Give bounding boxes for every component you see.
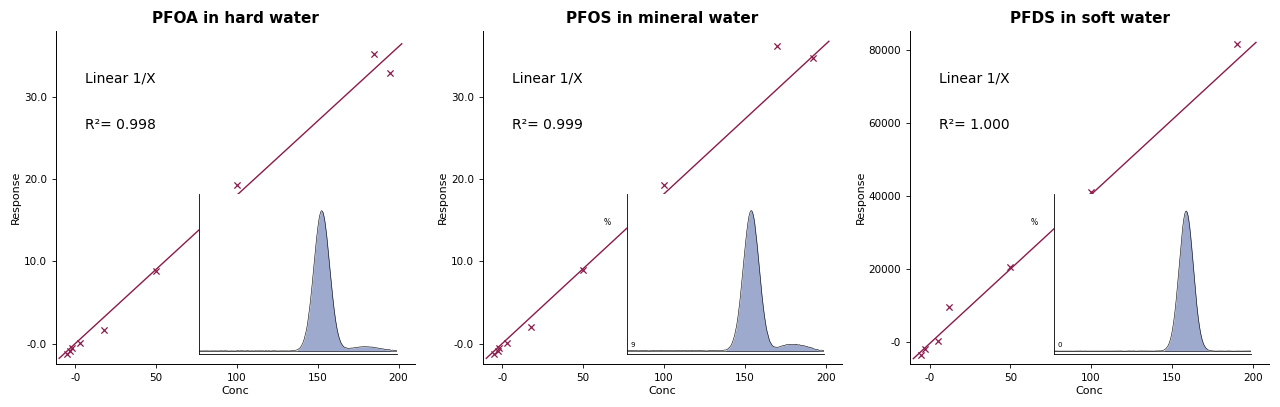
Text: R²= 0.999: R²= 0.999 bbox=[512, 118, 582, 132]
Point bbox=[227, 182, 247, 188]
Point bbox=[1000, 264, 1020, 271]
Point bbox=[927, 338, 947, 345]
Text: Linear 1/X: Linear 1/X bbox=[938, 71, 1010, 85]
Point bbox=[803, 55, 823, 61]
Point bbox=[938, 304, 959, 311]
Text: Linear 1/X: Linear 1/X bbox=[84, 71, 155, 85]
Y-axis label: Response: Response bbox=[856, 171, 865, 224]
X-axis label: Conc: Conc bbox=[649, 386, 676, 396]
Point bbox=[70, 339, 91, 346]
X-axis label: Conc: Conc bbox=[221, 386, 250, 396]
Text: Linear 1/X: Linear 1/X bbox=[512, 71, 582, 85]
Text: R²= 0.998: R²= 0.998 bbox=[84, 118, 155, 132]
Point bbox=[521, 324, 541, 330]
Point bbox=[488, 348, 508, 354]
Point bbox=[767, 43, 787, 50]
Title: PFOA in hard water: PFOA in hard water bbox=[152, 11, 319, 26]
Point bbox=[61, 344, 82, 351]
Point bbox=[146, 268, 166, 275]
Point bbox=[1226, 41, 1247, 48]
Point bbox=[364, 51, 384, 58]
Title: PFDS in soft water: PFDS in soft water bbox=[1010, 11, 1170, 26]
Point bbox=[497, 339, 517, 346]
Point bbox=[380, 69, 401, 76]
Point bbox=[484, 351, 504, 357]
Point bbox=[95, 326, 115, 333]
Point bbox=[1080, 189, 1101, 195]
Point bbox=[489, 344, 509, 351]
Point bbox=[911, 352, 932, 358]
Point bbox=[573, 266, 594, 273]
Text: R²= 1.000: R²= 1.000 bbox=[938, 118, 1010, 132]
Point bbox=[914, 346, 934, 353]
Point bbox=[654, 182, 675, 188]
Y-axis label: Response: Response bbox=[438, 171, 448, 224]
X-axis label: Conc: Conc bbox=[1075, 386, 1103, 396]
Point bbox=[58, 351, 78, 357]
Y-axis label: Response: Response bbox=[12, 171, 20, 224]
Point bbox=[60, 348, 81, 354]
Title: PFOS in mineral water: PFOS in mineral water bbox=[566, 11, 759, 26]
